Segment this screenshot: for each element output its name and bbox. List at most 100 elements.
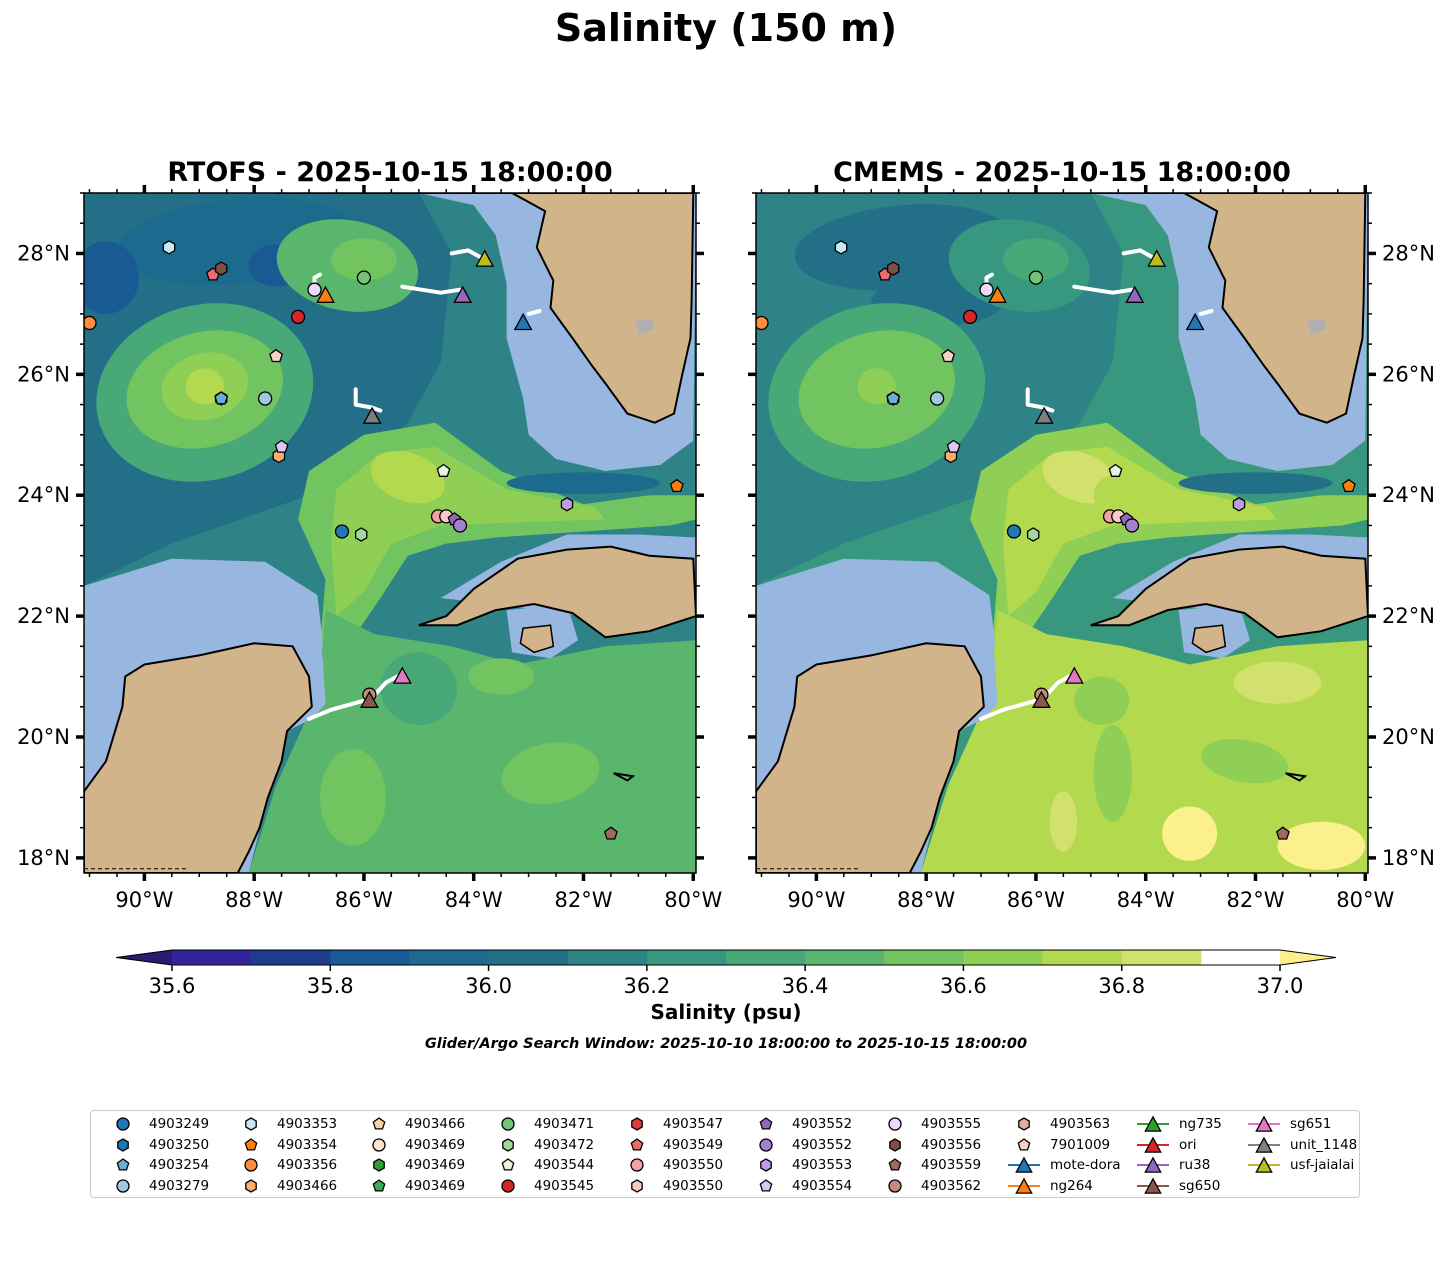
carib-eddy	[1074, 676, 1130, 725]
legend-label: 4903552	[792, 1136, 853, 1153]
legend-label: 4903279	[149, 1177, 210, 1194]
legend-symbol	[1015, 1156, 1033, 1173]
legend-symbol	[116, 1117, 130, 1131]
legend-symbol	[245, 1117, 257, 1131]
legend-symbol	[1017, 1137, 1031, 1151]
marker-4903556	[214, 261, 228, 276]
colorbar-tick-label: 36.4	[782, 974, 829, 998]
legend-symbol	[888, 1158, 902, 1171]
colorbar-segment	[1042, 950, 1123, 965]
marker-sg650	[1032, 690, 1051, 708]
legend-symbol	[244, 1137, 258, 1151]
marker-4903554	[274, 439, 289, 453]
legend-label: 4903556	[921, 1136, 982, 1153]
lon-tick-label: 86°W	[1007, 888, 1065, 912]
colorbar-segment	[1121, 950, 1202, 965]
lat-tick-label: 18°N	[17, 846, 70, 870]
marker-4903544	[436, 463, 451, 477]
glider-track	[353, 387, 383, 413]
marker-4903353	[162, 240, 176, 255]
carib-eddy	[1201, 738, 1288, 784]
legend-label: 4903249	[149, 1116, 210, 1132]
marker-4903555	[979, 282, 994, 297]
legend-label: 4903354	[277, 1136, 338, 1153]
legend-marker	[245, 1179, 257, 1193]
colorbar-segment	[488, 950, 569, 965]
marker-ng264	[988, 285, 1007, 303]
marker-4903254	[214, 391, 229, 405]
carib-eddy	[320, 749, 386, 846]
legend-marker	[1137, 1115, 1169, 1132]
legend-symbol	[760, 1158, 772, 1172]
marker-4903545	[290, 309, 306, 325]
marker-4903469	[354, 527, 368, 542]
marker-4903545	[962, 309, 978, 325]
glider-track	[1025, 387, 1055, 413]
legend-label: 4903254	[149, 1157, 210, 1174]
lat-tick-label: 20°N	[1382, 725, 1435, 749]
lon-tick-label: 88°W	[225, 888, 283, 912]
legend-label: 4903554	[792, 1177, 853, 1194]
colorbar-segment	[884, 950, 964, 965]
legend-symbol	[1255, 1115, 1273, 1132]
legend-marker	[244, 1137, 258, 1151]
legend-symbol	[245, 1179, 257, 1193]
legend-label: 4903549	[663, 1136, 724, 1153]
legend-marker	[372, 1117, 386, 1130]
colorbar-tick-label: 36.6	[940, 974, 987, 998]
legend-symbol	[116, 1179, 130, 1193]
colorbar-tick-label: 36.8	[1098, 974, 1145, 998]
figure-title: Salinity (150 m)	[554, 6, 898, 50]
legend-label: 4903563	[1050, 1116, 1111, 1132]
carib-eddy	[468, 658, 535, 695]
marker-4903356	[756, 315, 769, 331]
marker-4903354	[1341, 478, 1356, 493]
carib-eddy	[501, 742, 600, 805]
marker-4903552	[1124, 518, 1140, 533]
colorbar-segment	[251, 950, 331, 965]
carib-eddy	[1162, 806, 1218, 861]
lon-tick-label: 80°W	[664, 888, 722, 912]
legend-marker	[1248, 1136, 1280, 1153]
colorbar-segment	[567, 950, 648, 965]
cuba	[1090, 545, 1368, 639]
lon-tick-label: 88°W	[897, 888, 955, 912]
legend-symbol	[631, 1179, 643, 1193]
marker-4903552	[452, 518, 468, 533]
lon-tick-label: 86°W	[335, 888, 393, 912]
colorbar-segment	[409, 950, 490, 965]
marker-mote-dora	[1185, 312, 1205, 331]
cuba	[418, 545, 696, 639]
marker-ru38	[453, 285, 473, 303]
legend-label: 4903562	[921, 1177, 982, 1194]
lon-tick-label: 82°W	[1226, 888, 1284, 912]
legend-symbol	[888, 1179, 902, 1193]
eddy-west	[857, 368, 896, 405]
cmems-map-panel	[756, 193, 1368, 873]
legend-marker	[759, 1137, 773, 1152]
legend-label: 4903553	[792, 1157, 853, 1174]
legend-marker	[372, 1178, 386, 1192]
legend-label: usf-jaialai	[1290, 1157, 1355, 1174]
legend-label: 4903550	[663, 1157, 724, 1174]
colorbar-extend-high	[1280, 950, 1336, 965]
marker-usf-jaialai	[1147, 249, 1167, 267]
carib-eddy	[1049, 791, 1078, 852]
legend-symbol	[502, 1137, 514, 1152]
lat-tick-label: 22°N	[17, 604, 70, 628]
legend-marker	[501, 1117, 515, 1131]
legend-marker	[244, 1158, 258, 1172]
lake-okeechobee	[635, 319, 655, 335]
legend-marker	[116, 1117, 130, 1131]
colorbar: 35.6 35.8 36.0 36.2 36.4 36.6 36.8 37.0	[115, 949, 1337, 998]
colorbar-tick-label: 36.2	[623, 974, 670, 998]
legend-marker	[117, 1137, 129, 1152]
lon-tick-label: 82°W	[554, 888, 612, 912]
lat-tick-label: 24°N	[1382, 483, 1435, 507]
legend-symbol	[888, 1117, 902, 1131]
lat-tick-label: 28°N	[1382, 241, 1435, 265]
eddy-west	[185, 368, 224, 405]
legend-marker	[116, 1179, 130, 1193]
legend-label: 4903550	[663, 1177, 724, 1194]
